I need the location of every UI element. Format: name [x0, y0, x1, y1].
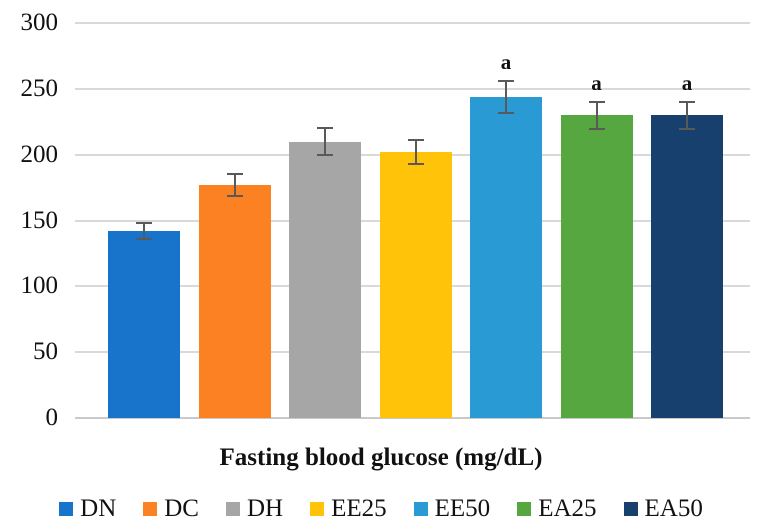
legend-label: EE25: [331, 495, 387, 522]
eb-line: [505, 79, 507, 114]
gridline-y-0: [75, 417, 750, 419]
bar-ee50: [470, 96, 542, 418]
legend-label: EA25: [538, 495, 597, 522]
legend-swatch-icon: [517, 501, 532, 516]
error-bar-ee50: [498, 79, 514, 114]
legend-label: DC: [164, 495, 199, 522]
eb-cap-bot: [136, 238, 152, 241]
bar-ea50: [651, 115, 723, 418]
significance-label-ea25: a: [591, 70, 602, 95]
y-axis-tick-label: 200: [20, 140, 59, 168]
eb-line: [686, 100, 688, 130]
legend-swatch-icon: [59, 501, 74, 516]
legend-label: DH: [246, 495, 284, 522]
significance-label-ee50: a: [500, 49, 512, 74]
eb-cap-bot: [407, 163, 424, 166]
significance-label-ea50: a: [681, 70, 693, 95]
legend-swatch-icon: [310, 501, 325, 516]
legend-label: EE50: [434, 495, 491, 522]
eb-line: [324, 127, 326, 156]
legend-item-ea50: EA50: [623, 495, 703, 522]
eb-cap-top: [317, 127, 333, 130]
legend-item-ee50: EE50: [413, 495, 491, 522]
eb-line: [414, 138, 417, 166]
gridline-y-300: [75, 22, 750, 24]
legend-item-dc: DC: [143, 496, 199, 521]
legend-swatch-icon: [225, 501, 240, 516]
error-bar-ea25: [588, 100, 605, 130]
legend-item-dh: DH: [225, 495, 284, 522]
error-bar-ee25: [407, 138, 424, 166]
legend-swatch-icon: [413, 501, 428, 516]
bar-dn: [108, 231, 180, 418]
legend-item-ee25: EE25: [310, 496, 387, 521]
y-axis-tick-label: 50: [33, 338, 58, 366]
bar-dh: [289, 141, 361, 418]
error-bar-dn: [136, 221, 152, 241]
legend-item-ea25: EA25: [517, 495, 597, 522]
y-axis-tick-label: 150: [20, 206, 59, 234]
eb-cap-top: [498, 79, 514, 82]
eb-line: [595, 100, 598, 130]
eb-cap-bot: [498, 111, 514, 114]
eb-cap-top: [588, 100, 605, 103]
bar-dc: [198, 184, 271, 418]
eb-cap-bot: [588, 127, 605, 130]
error-bar-dh: [317, 127, 333, 156]
eb-cap-top: [679, 100, 695, 103]
error-bar-dc: [226, 173, 243, 197]
legend-swatch-icon: [623, 501, 638, 516]
gridline-y-250: [75, 87, 750, 90]
chart-title: Fasting blood glucose (mg/dL): [219, 444, 543, 471]
legend-label: EA50: [644, 495, 703, 522]
legend-label: DN: [80, 495, 117, 522]
eb-cap-top: [226, 173, 243, 176]
legend: DN DC DH EE25 EE50 EA25 EA50: [0, 496, 762, 521]
legend-swatch-icon: [143, 501, 158, 516]
y-axis-tick-label: 0: [45, 404, 59, 431]
y-axis-tick-label: 300: [20, 9, 59, 36]
eb-cap-top: [407, 138, 424, 141]
y-axis-tick-label: 100: [20, 272, 59, 300]
eb-cap-bot: [226, 194, 243, 197]
bar-ee25: [379, 152, 452, 418]
eb-cap-bot: [317, 153, 333, 156]
legend-item-dn: DN: [59, 496, 116, 521]
eb-line: [143, 221, 145, 241]
y-axis-tick-label: 250: [20, 74, 59, 102]
error-bar-ea50: [679, 100, 695, 130]
eb-cap-bot: [679, 127, 695, 130]
eb-cap-top: [136, 221, 152, 224]
bar-ea25: [560, 115, 633, 418]
eb-line: [233, 173, 236, 197]
